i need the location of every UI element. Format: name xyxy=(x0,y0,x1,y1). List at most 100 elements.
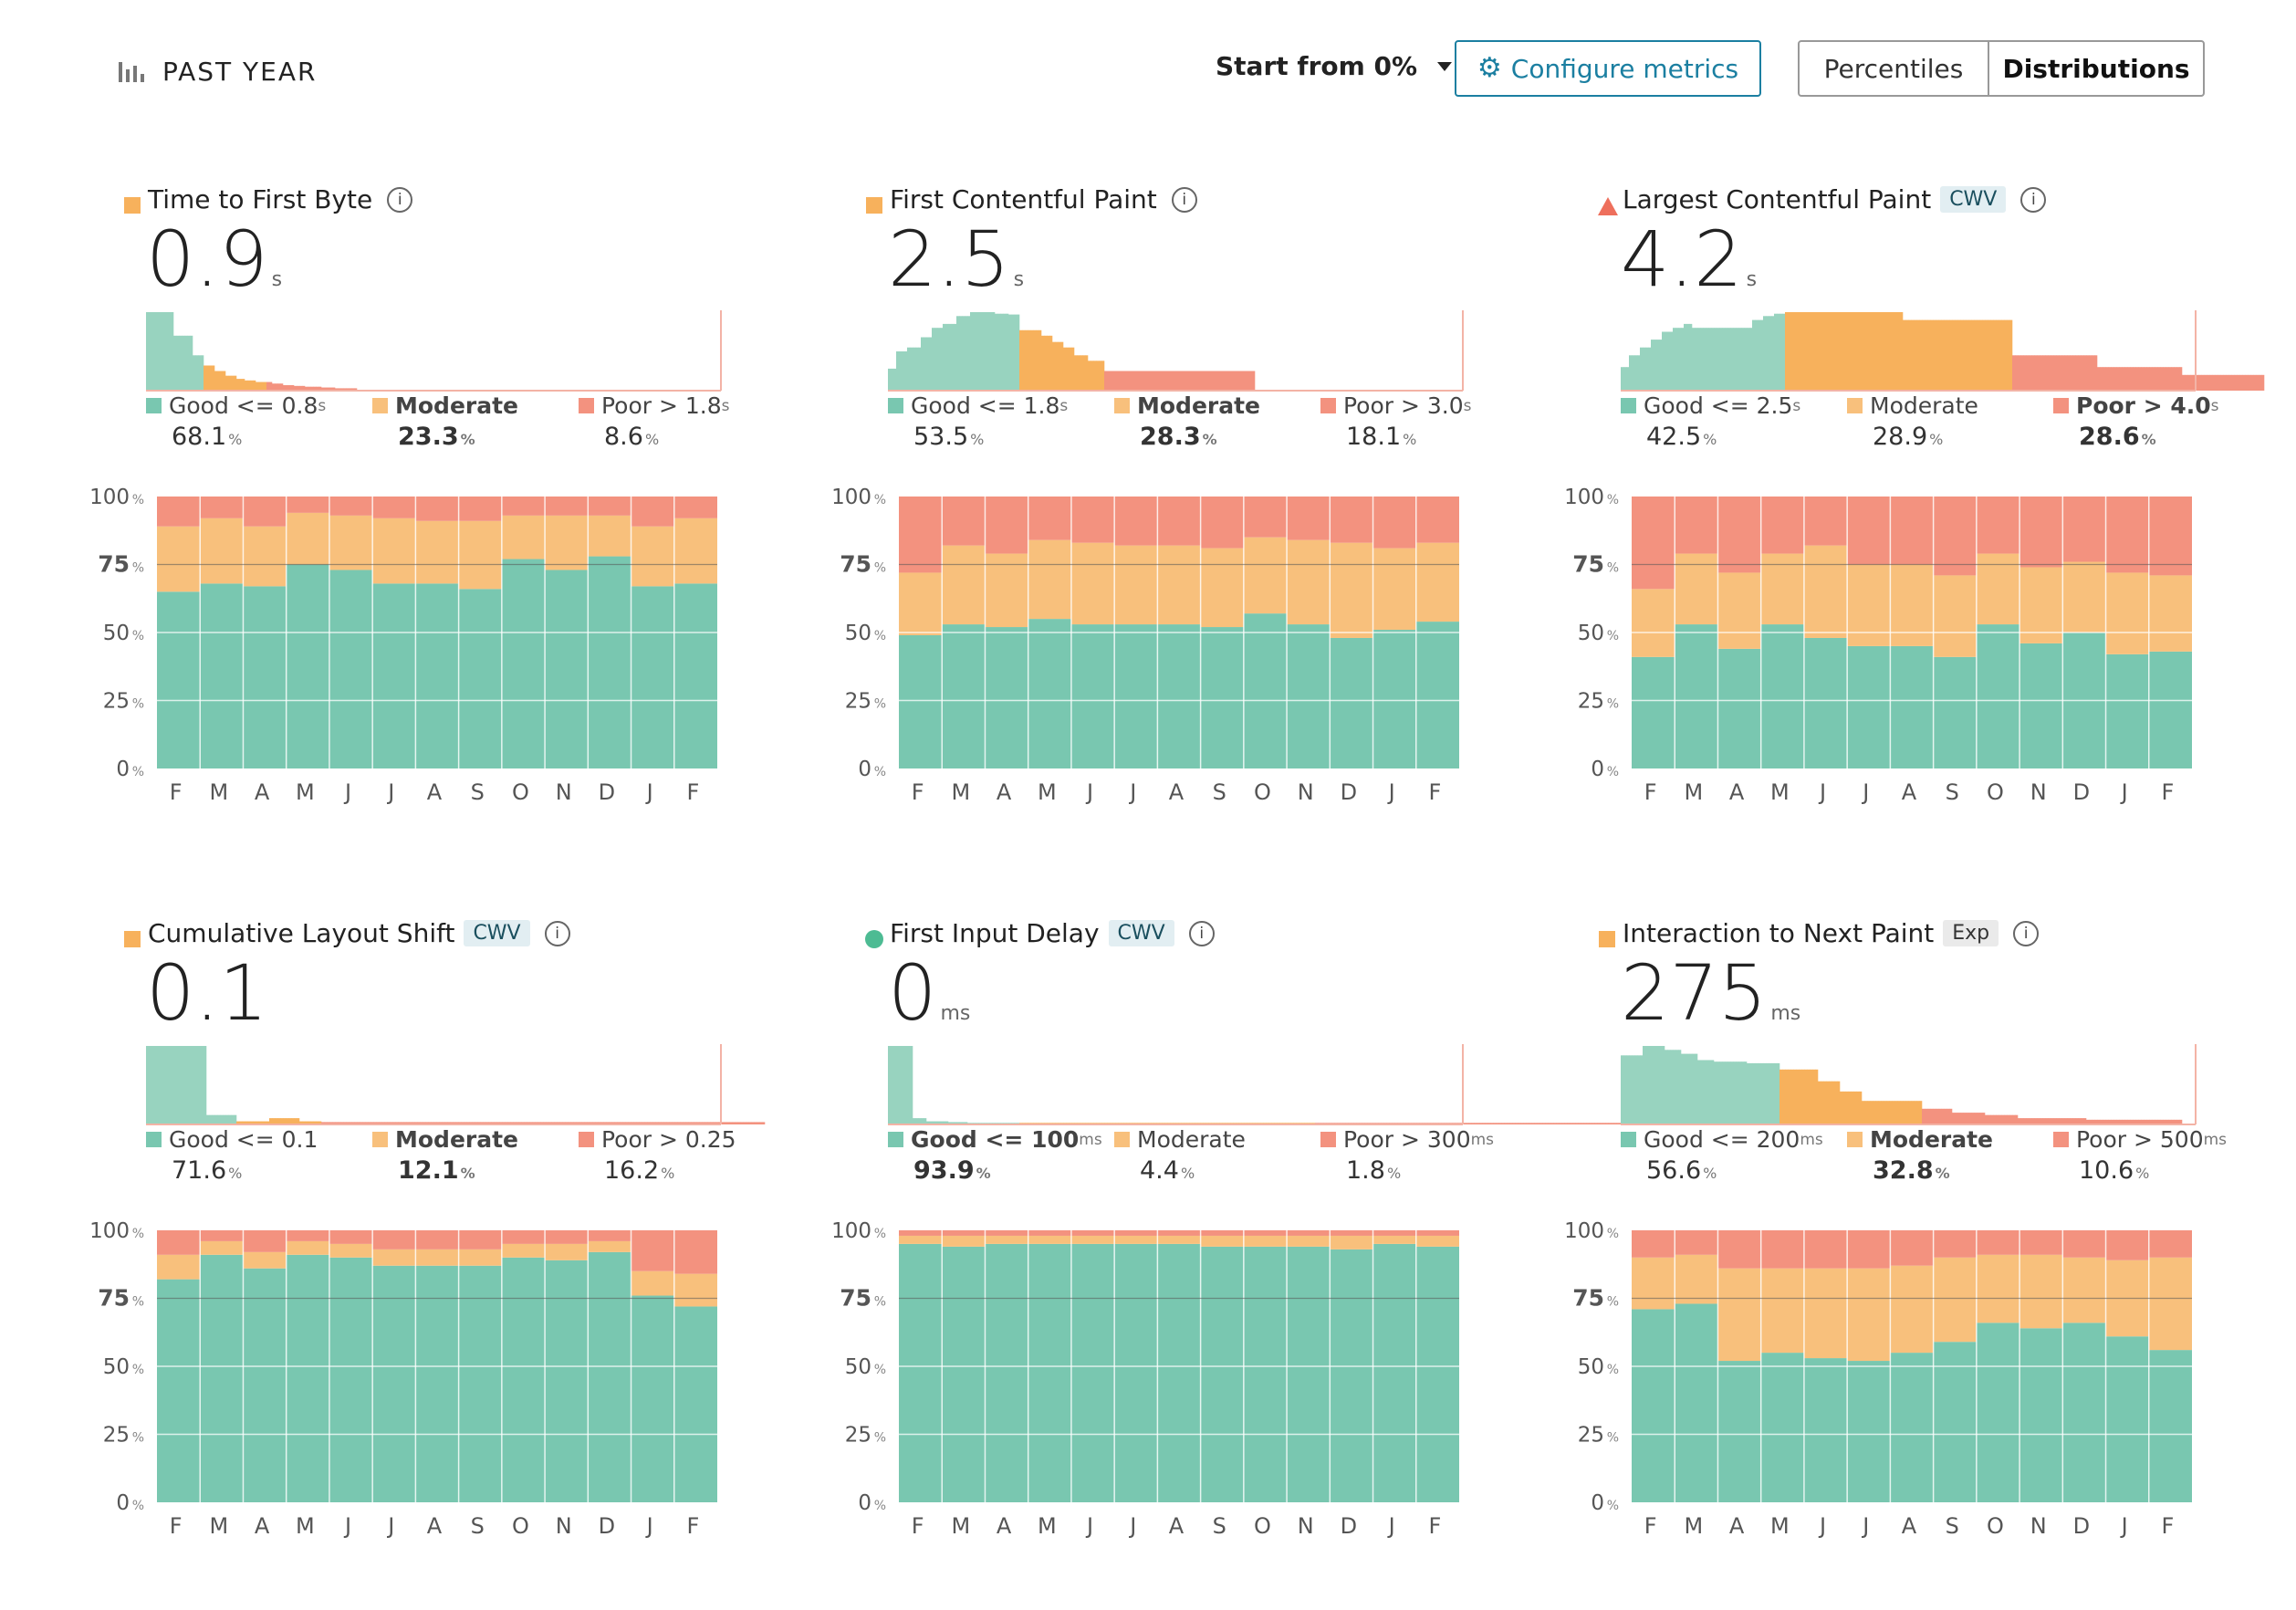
histogram-bin-good xyxy=(184,1046,188,1124)
histogram-bin-moderate xyxy=(245,1121,248,1124)
metric-value: 0.9 xyxy=(146,214,268,304)
histogram-bin-poor xyxy=(1126,371,1130,391)
histogram-bin-poor xyxy=(2081,1118,2084,1124)
histogram-bin-good xyxy=(1656,1046,1660,1124)
histogram-bin-good xyxy=(1675,1050,1679,1124)
histogram-bin-good xyxy=(978,312,982,391)
bar-good xyxy=(2105,653,2149,768)
y-tick-label: 0 xyxy=(858,758,871,781)
bar-poor xyxy=(1070,1230,1115,1236)
bar-poor xyxy=(1933,497,1977,576)
info-icon[interactable]: i xyxy=(544,920,570,946)
histogram-bin-poor xyxy=(735,1122,738,1124)
histogram-bin-moderate xyxy=(1832,1081,1835,1124)
histogram-bin-moderate xyxy=(1944,319,1947,391)
histogram-bin-moderate xyxy=(1936,319,1939,391)
histogram-bin-moderate xyxy=(234,375,237,391)
info-icon[interactable]: i xyxy=(2013,920,2040,946)
percentiles-toggle[interactable]: Percentiles xyxy=(1800,42,1989,95)
bar-poor xyxy=(286,497,329,513)
bar-moderate xyxy=(631,526,674,587)
x-tick-label: S xyxy=(1213,779,1226,805)
bar-poor xyxy=(1933,1230,1977,1258)
legend-good-pct-unit: % xyxy=(1703,1165,1717,1182)
bar-moderate xyxy=(1675,553,1718,625)
stacked-bar-chart: 100 %75 %50 %25 %0 %F M A M J J A S O N D J F xyxy=(831,486,1459,805)
histogram-bin-good xyxy=(168,1046,172,1124)
y-tick-label: 25 xyxy=(103,690,130,714)
histogram-bin-poor xyxy=(609,1122,612,1124)
histogram-bin-good xyxy=(182,1046,185,1124)
legend-moderate-value: 12.1% xyxy=(372,1156,518,1185)
histogram-bin-poor xyxy=(2004,1114,2008,1124)
histogram-bin-good xyxy=(899,1046,903,1124)
histogram-bin-poor xyxy=(2034,355,2038,391)
bar-good xyxy=(1114,624,1158,768)
bar-good xyxy=(1243,1246,1288,1502)
x-tick-label: A xyxy=(1169,779,1185,805)
histogram-bin-poor xyxy=(2105,367,2109,391)
histogram-bin-poor xyxy=(1222,371,1226,391)
histogram-bin-poor xyxy=(666,1122,670,1124)
info-icon[interactable]: i xyxy=(1188,920,1215,946)
histogram-bin-poor xyxy=(417,1122,421,1124)
bar-poor xyxy=(545,1230,589,1244)
histogram-bin-good xyxy=(951,323,955,391)
histogram-bin-poor xyxy=(485,1122,489,1124)
histogram-bin-moderate xyxy=(1069,347,1072,391)
bar-poor xyxy=(1890,1230,1934,1266)
configure-metrics-button[interactable]: ⚙ Configure metrics xyxy=(1455,40,1761,97)
x-tick-label: M xyxy=(296,1513,315,1539)
histogram-bin-poor xyxy=(2168,367,2172,391)
histogram-bin-good xyxy=(1760,1062,1764,1124)
histogram-bin-poor xyxy=(1985,1114,1988,1124)
legend-poor-label-row: Poor > 4.0 s xyxy=(2053,392,2219,419)
histogram-bin-good xyxy=(179,1046,183,1124)
histogram-bin-poor xyxy=(1933,1108,1936,1124)
histogram-bin-good xyxy=(956,1122,960,1124)
view-toggle: Percentiles Distributions xyxy=(1798,40,2205,97)
square-icon xyxy=(866,197,882,214)
info-icon[interactable]: i xyxy=(1171,186,1197,213)
histogram-bin-good xyxy=(1697,1060,1701,1124)
info-icon[interactable]: i xyxy=(387,186,413,213)
y-tick-unit: % xyxy=(1607,765,1619,779)
distributions-toggle[interactable]: Distributions xyxy=(2002,53,2190,84)
histogram-bin-moderate xyxy=(256,382,259,391)
legend-moderate-label: Moderate xyxy=(1137,1126,1246,1153)
histogram-bin-poor xyxy=(2097,367,2101,391)
histogram-bin-poor xyxy=(1490,1123,1494,1124)
bar-poor xyxy=(1675,1230,1718,1255)
histogram-bin-good xyxy=(1749,328,1753,391)
bar-poor xyxy=(372,1230,416,1249)
histogram-bin-good xyxy=(896,1046,900,1124)
bar-poor xyxy=(1200,497,1244,549)
y-tick-unit: % xyxy=(1607,1295,1619,1310)
histogram-bin-moderate xyxy=(1044,335,1048,391)
histogram-bin-good xyxy=(157,1046,161,1124)
x-tick-label: O xyxy=(512,1513,529,1539)
metric-badge: CWV xyxy=(1940,186,2007,213)
bar-good xyxy=(1760,1353,1804,1502)
histogram-bin-poor xyxy=(349,388,352,391)
histogram-bin-moderate xyxy=(1960,319,1964,391)
bar-moderate xyxy=(372,1249,416,1266)
histogram-bin-good xyxy=(1763,316,1767,391)
histogram-bin-poor xyxy=(346,1122,350,1124)
y-tick-label: 25 xyxy=(845,1424,871,1448)
histogram-bin-poor xyxy=(275,383,278,391)
histogram-bin-poor xyxy=(603,1122,607,1124)
start-from-dropdown[interactable]: Start from 0% xyxy=(1216,51,1453,81)
bar-poor xyxy=(2105,1230,2149,1260)
bar-moderate xyxy=(372,518,416,584)
x-tick-label: A xyxy=(427,779,443,805)
histogram-bin-good xyxy=(1711,328,1715,391)
histogram-bin-moderate xyxy=(1038,329,1042,391)
histogram-bin-poor xyxy=(1241,371,1245,391)
histogram-bin-good xyxy=(154,1046,158,1124)
histogram-bin-poor xyxy=(2146,367,2150,391)
histogram-bin-moderate xyxy=(1837,1081,1841,1124)
legend-good-pct: 42.5 xyxy=(1646,423,1702,451)
info-icon[interactable]: i xyxy=(2020,186,2047,213)
histogram-bin-good xyxy=(1670,1050,1674,1124)
